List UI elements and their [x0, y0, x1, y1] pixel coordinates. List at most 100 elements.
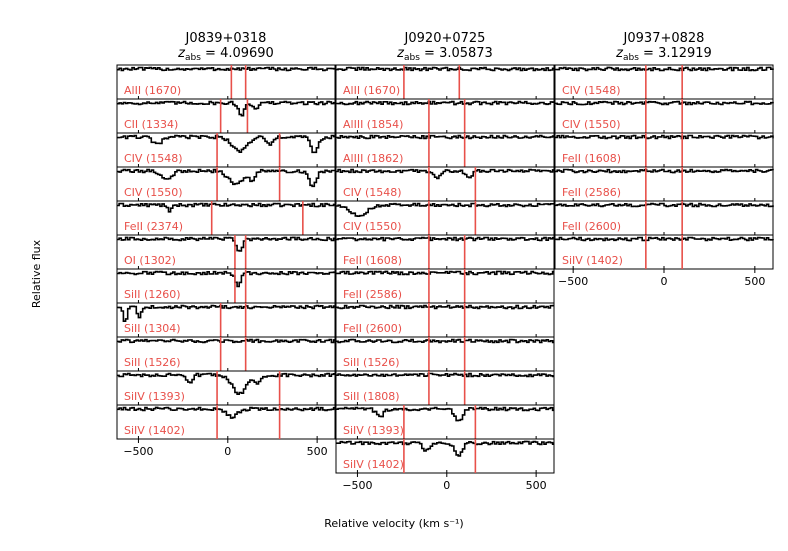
- ion-label: CIV (1550): [562, 118, 621, 131]
- flux-spectrum: [117, 168, 335, 188]
- panel-frame: [335, 438, 555, 474]
- flux-spectrum: [336, 134, 554, 140]
- spectrum-panel: SiII (1526): [335, 336, 555, 372]
- spectrum-panel: AlII (1670): [335, 64, 555, 100]
- column-title: J0937+0828: [623, 31, 705, 46]
- spectrum-panel: SiIV (1393): [335, 404, 555, 440]
- column-title: J0920+0725: [404, 31, 486, 46]
- ion-label: CIV (1548): [562, 84, 621, 97]
- ion-label: CIV (1548): [124, 152, 183, 165]
- spectrum-panel: FeII (2374): [116, 200, 336, 236]
- x-tick-label: 0: [661, 275, 668, 288]
- flux-spectrum: [117, 134, 335, 154]
- flux-spectrum: [117, 202, 335, 213]
- flux-spectrum: [336, 202, 554, 217]
- ion-label: SiIV (1393): [343, 424, 404, 437]
- ion-label: FeII (2586): [343, 288, 402, 301]
- spectrum-panel: FeII (1608): [335, 234, 555, 270]
- spectrum-panel: FeII (2586): [554, 166, 774, 202]
- x-tick-label: 500: [526, 479, 547, 492]
- ion-label: AlII (1670): [124, 84, 181, 97]
- spectrum-panel: CIV (1548): [335, 166, 555, 202]
- flux-spectrum: [336, 304, 554, 310]
- x-axis-label: Relative velocity (km s⁻¹): [324, 517, 463, 530]
- x-tick-label: 0: [224, 445, 231, 458]
- spectrum-panel: CIV (1548): [116, 132, 336, 168]
- spectrum-panel: SiII (1304): [116, 302, 336, 338]
- flux-spectrum: [336, 406, 554, 422]
- spectrum-panel: FeII (2600): [335, 302, 555, 338]
- spectrum-panel: CIV (1550): [116, 166, 336, 202]
- spectrum-panel: SiII (1526): [116, 336, 336, 372]
- spectrum-panel: AlII (1670): [116, 64, 336, 100]
- spectrum-panel: CIV (1548): [554, 64, 774, 100]
- ion-label: CIV (1550): [343, 220, 402, 233]
- flux-spectrum: [555, 134, 774, 140]
- ion-label: FeII (2600): [343, 322, 402, 335]
- ion-label: CII (1334): [124, 118, 178, 131]
- x-tick-label: −500: [558, 275, 588, 288]
- ion-label: FeII (1608): [343, 254, 402, 267]
- ion-label: FeII (1608): [562, 152, 621, 165]
- flux-spectrum: [555, 202, 774, 208]
- spectrum-panel: AlIII (1854): [335, 98, 555, 134]
- ion-label: SiIV (1402): [343, 458, 404, 471]
- spectrum-panel: AlIII (1862): [335, 132, 555, 168]
- x-tick-label: 500: [744, 275, 765, 288]
- flux-spectrum: [117, 66, 335, 72]
- flux-spectrum: [555, 100, 774, 106]
- spectrum-panel: OI (1302): [116, 234, 336, 270]
- flux-spectrum: [117, 270, 335, 288]
- ion-label: SiIV (1402): [562, 254, 623, 267]
- spectrum-panel: FeII (1608): [554, 132, 774, 168]
- ion-label: FeII (2586): [562, 186, 621, 199]
- ion-label: CIV (1550): [124, 186, 183, 199]
- x-tick-label: −500: [123, 445, 153, 458]
- column-subtitle: zabs = 3.05873: [396, 46, 493, 63]
- flux-spectrum: [336, 168, 554, 180]
- ion-label: SiIV (1393): [124, 390, 185, 403]
- flux-spectrum: [117, 406, 335, 419]
- flux-spectrum: [336, 66, 554, 72]
- column-subtitle: zabs = 3.12919: [615, 46, 712, 63]
- spectrum-panel: SiIV (1402): [116, 404, 336, 440]
- spectrum-panel: SiII (1808): [335, 370, 555, 406]
- flux-spectrum: [117, 100, 335, 117]
- spectrum-panel: FeII (2586): [335, 268, 555, 304]
- x-tick-label: −500: [342, 479, 372, 492]
- flux-spectrum: [117, 338, 335, 344]
- flux-spectrum: [555, 168, 774, 174]
- ion-label: SiII (1260): [124, 288, 181, 301]
- spectrum-panel: SiIV (1402): [335, 438, 555, 474]
- flux-spectrum: [336, 372, 554, 378]
- x-tick-label: 500: [307, 445, 328, 458]
- column-title: J0839+0318: [185, 31, 267, 46]
- x-tick-label: 0: [443, 479, 450, 492]
- spectrum-panel: SiIV (1393): [116, 370, 336, 406]
- ion-label: SiII (1304): [124, 322, 181, 335]
- y-axis-label: Relative flux: [30, 239, 43, 308]
- ion-label: AlIII (1854): [343, 118, 403, 131]
- flux-spectrum: [336, 338, 554, 344]
- flux-spectrum: [336, 440, 554, 457]
- ion-label: SiIV (1402): [124, 424, 185, 437]
- flux-spectrum: [555, 236, 774, 242]
- ion-label: AlII (1670): [343, 84, 400, 97]
- flux-spectrum: [117, 304, 335, 322]
- flux-spectrum: [555, 66, 774, 72]
- ion-label: SiII (1526): [124, 356, 181, 369]
- spectrum-panel: FeII (2600): [554, 200, 774, 236]
- flux-spectrum: [117, 372, 335, 395]
- flux-spectrum: [336, 270, 554, 276]
- spectrum-panel: CIV (1550): [335, 200, 555, 236]
- flux-spectrum: [336, 100, 554, 106]
- ion-label: CIV (1548): [343, 186, 402, 199]
- flux-spectrum: [336, 236, 554, 242]
- ion-label: SiII (1526): [343, 356, 400, 369]
- ion-label: FeII (2600): [562, 220, 621, 233]
- spectrum-panel: SiIV (1402): [554, 234, 774, 270]
